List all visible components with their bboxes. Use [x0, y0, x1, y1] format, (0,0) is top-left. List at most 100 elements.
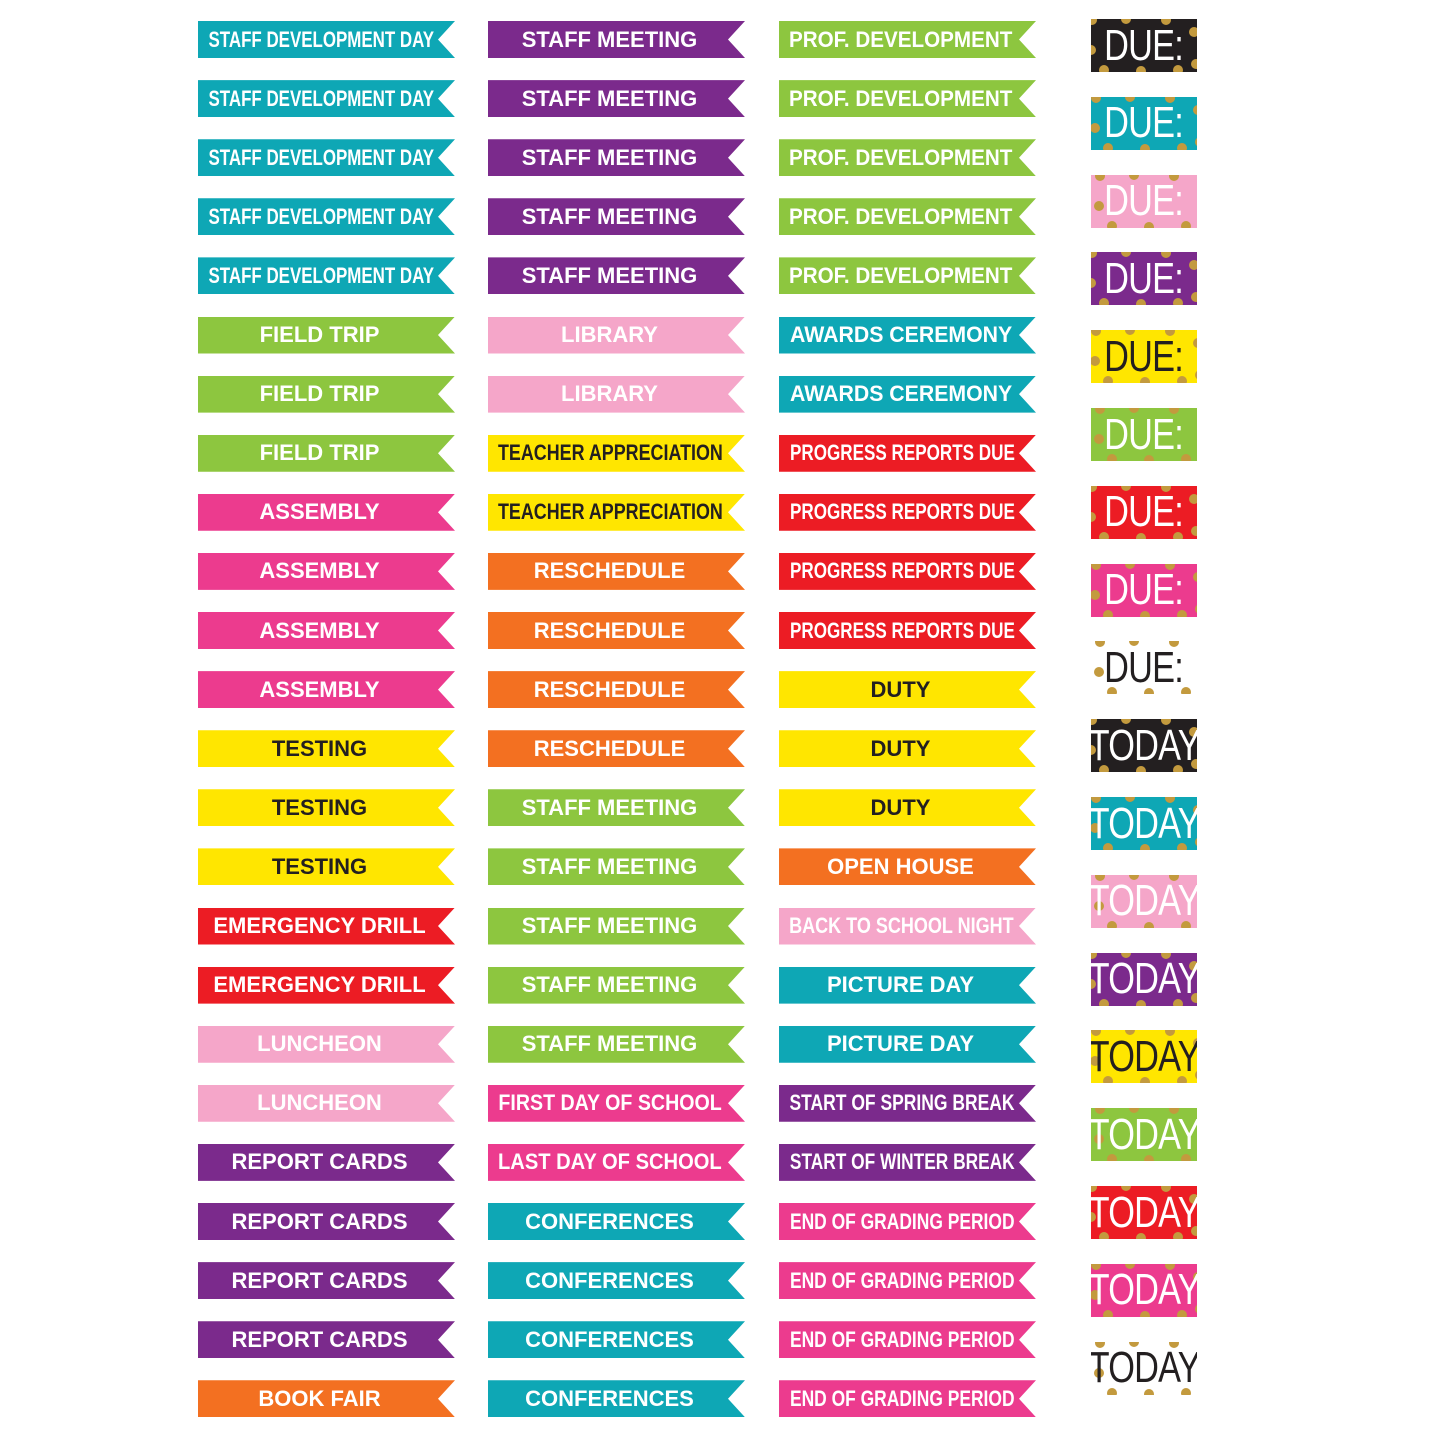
banner-label: DUTY [870, 735, 931, 761]
gold-dot-icon [1181, 1387, 1191, 1395]
gold-dot-icon [1103, 609, 1113, 617]
gold-dot-icon [1144, 455, 1154, 461]
gold-dot-icon [1165, 96, 1175, 103]
gold-dot-icon [1095, 1108, 1105, 1115]
gold-dot-icon [1094, 200, 1104, 211]
gold-dot-icon [1125, 1030, 1135, 1036]
banner-sticker: TESTING [198, 789, 455, 826]
gold-dot-icon [1169, 641, 1179, 648]
gold-dot-icon [1129, 1341, 1139, 1347]
banner-label: PROF. DEVELOPMENT [789, 262, 1013, 288]
banner-sticker: START OF WINTER BREAK [779, 1144, 1036, 1181]
gold-dot-icon [1177, 142, 1187, 150]
gold-dot-icon [1095, 174, 1105, 181]
gold-dot-icon [1140, 377, 1150, 384]
banner-label: STAFF DEVELOPMENT DAY [208, 262, 434, 288]
banner-label: STAFF MEETING [521, 853, 698, 879]
gold-dot-icon [1107, 1387, 1117, 1395]
banner-sticker: PROGRESS REPORTS DUE [779, 494, 1036, 531]
gold-dot-icon [1161, 252, 1171, 259]
banner-label: REPORT CARDS [231, 1326, 408, 1352]
gold-dot-icon [1173, 531, 1183, 539]
gold-dot-icon [1125, 96, 1135, 102]
banner-sticker: PROF. DEVELOPMENT [779, 80, 1036, 117]
gold-dot-icon [1140, 143, 1150, 150]
gold-dot-icon [1169, 174, 1179, 181]
gold-dot-icon [1125, 797, 1135, 802]
banner-sticker: BOOK FAIR [198, 1380, 455, 1417]
banner-sticker: START OF SPRING BREAK [779, 1085, 1036, 1122]
gold-dot-icon [1091, 952, 1097, 959]
gold-dot-icon [1091, 823, 1100, 833]
banner-sticker: ASSEMBLY [198, 553, 455, 590]
banner-sticker: STAFF DEVELOPMENT DAY [198, 257, 455, 294]
gold-dot-icon [1094, 434, 1104, 444]
gold-dot-icon [1161, 1186, 1171, 1192]
banner-sticker: REPORT CARDS [198, 1144, 455, 1181]
banner-sticker: STAFF MEETING [488, 908, 745, 945]
due-today-sticker: TODAY [1091, 874, 1197, 928]
banner-sticker: FIRST DAY OF SCHOOL [488, 1085, 745, 1122]
due-today-sticker: DUE: [1091, 174, 1197, 228]
banner-label: LUNCHEON [257, 1031, 382, 1057]
banner-sticker: LIBRARY [488, 376, 745, 413]
banner-label: AWARDS CEREMONY [789, 381, 1012, 407]
banner-sticker: EMERGENCY DRILL [198, 908, 455, 945]
gold-dot-icon [1136, 66, 1146, 72]
banner-sticker: END OF GRADING PERIOD [779, 1380, 1036, 1417]
gold-dot-icon [1099, 65, 1109, 72]
gold-dot-icon [1177, 843, 1187, 850]
banner-sticker: FIELD TRIP [198, 317, 455, 354]
gold-dot-icon [1140, 844, 1150, 850]
tag-label: TODAY [1091, 1265, 1197, 1315]
gold-dot-icon [1193, 571, 1197, 582]
gold-dot-icon [1195, 370, 1197, 381]
due-today-sticker: TODAY [1091, 952, 1197, 1006]
gold-dot-icon [1091, 511, 1096, 522]
gold-dot-icon [1181, 1154, 1191, 1162]
due-today-sticker: DUE: [1091, 641, 1197, 695]
banner-label: TEACHER APPRECIATION [498, 440, 724, 466]
banner-label: FIELD TRIP [259, 322, 380, 347]
banner-sticker: PROF. DEVELOPMENT [779, 21, 1036, 58]
banner-label: TESTING [271, 853, 368, 879]
banner-label: LIBRARY [561, 381, 658, 407]
gold-dot-icon [1189, 260, 1197, 271]
gold-dot-icon [1165, 1030, 1175, 1037]
gold-dot-icon [1121, 952, 1131, 958]
gold-dot-icon [1161, 952, 1171, 959]
gold-dot-icon [1091, 330, 1101, 337]
gold-dot-icon [1165, 330, 1175, 337]
gold-dot-icon [1136, 999, 1146, 1006]
banner-label: DUTY [870, 794, 931, 820]
banner-sticker: TESTING [198, 848, 455, 885]
gold-dot-icon [1107, 220, 1117, 228]
tag-label: TODAY [1091, 1343, 1197, 1393]
tag-label: TODAY [1091, 1031, 1197, 1081]
tag-label: TODAY [1091, 1109, 1197, 1159]
banner-label: BOOK FAIR [258, 1385, 381, 1411]
tag-label: TODAY [1091, 720, 1197, 770]
gold-dot-icon [1189, 493, 1197, 504]
gold-dot-icon [1191, 1226, 1197, 1236]
banner-label: CONFERENCES [525, 1326, 694, 1352]
banner-sticker: END OF GRADING PERIOD [779, 1203, 1036, 1240]
gold-dot-icon [1099, 998, 1109, 1006]
banner-label: CONFERENCES [525, 1208, 694, 1234]
gold-dot-icon [1169, 408, 1179, 414]
banner-label: STAFF MEETING [521, 1031, 698, 1057]
tag-label: DUE: [1104, 331, 1185, 381]
gold-dot-icon [1161, 485, 1171, 492]
gold-dot-icon [1195, 603, 1197, 614]
banner-sticker: TEACHER APPRECIATION [488, 494, 745, 531]
gold-dot-icon [1193, 338, 1197, 349]
gold-dot-icon [1177, 376, 1187, 384]
gold-dot-icon [1107, 687, 1117, 695]
gold-dot-icon [1189, 960, 1197, 971]
gold-dot-icon [1129, 874, 1139, 880]
due-today-sticker: DUE: [1091, 330, 1197, 384]
due-today-sticker: TODAY [1091, 719, 1197, 773]
gold-dot-icon [1144, 1388, 1154, 1395]
gold-dot-icon [1125, 563, 1135, 569]
tag-label: DUE: [1104, 642, 1185, 692]
